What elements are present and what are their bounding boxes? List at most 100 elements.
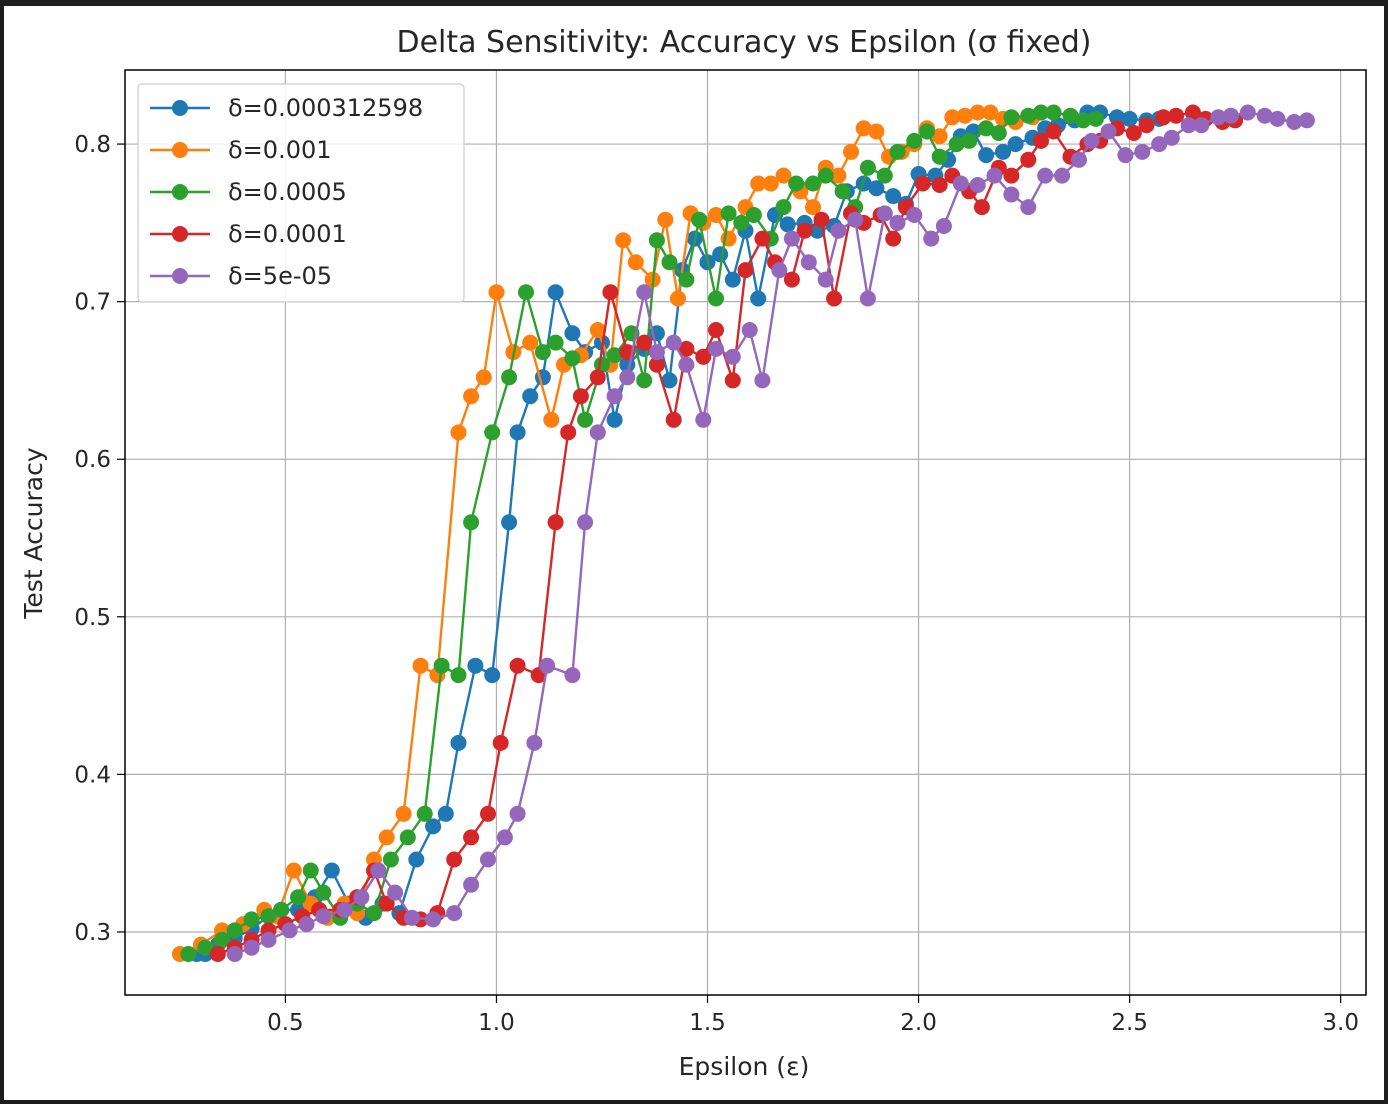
data-point	[986, 167, 1003, 184]
data-point	[969, 177, 986, 193]
y-tick-label: 0.7	[74, 290, 111, 316]
data-point	[1083, 132, 1100, 149]
data-point	[416, 805, 433, 822]
data-point	[463, 388, 480, 405]
data-point	[750, 175, 767, 192]
data-point	[868, 180, 885, 197]
legend-box	[137, 83, 465, 303]
data-point	[1003, 167, 1020, 184]
data-point	[492, 734, 509, 751]
data-point	[484, 424, 501, 441]
y-axis-ticks: 0.3 0.4 0.5 0.6 0.7 0.8	[74, 132, 125, 946]
data-point	[1269, 110, 1286, 127]
data-point	[720, 205, 737, 222]
legend-marker	[172, 268, 188, 284]
data-point	[923, 230, 940, 247]
data-point	[197, 939, 214, 956]
data-point	[914, 175, 931, 192]
data-point	[961, 132, 978, 149]
data-point	[754, 230, 771, 247]
data-point	[627, 254, 644, 271]
data-point	[1134, 143, 1151, 160]
data-point	[695, 348, 712, 365]
plot-area-frame	[124, 69, 1367, 996]
legend: δ=0.000312598 δ=0.001 δ=0.0005 δ=0.0001 δ=5e…	[137, 83, 465, 303]
x-tick-label: 3.0	[1322, 1010, 1359, 1036]
y-axis-label: Test Accuracy	[19, 447, 48, 620]
data-point	[733, 214, 750, 231]
data-point	[1003, 109, 1020, 126]
data-point	[708, 340, 724, 357]
legend-label: δ=0.000312598	[228, 94, 423, 122]
data-point	[450, 424, 467, 441]
data-point	[509, 657, 526, 674]
y-tick-label: 0.6	[74, 447, 111, 473]
data-point	[243, 939, 260, 956]
legend-item: δ=0.0005	[150, 178, 347, 206]
data-point	[408, 851, 425, 868]
data-point	[226, 922, 243, 939]
data-point	[1020, 107, 1037, 124]
data-point	[754, 372, 771, 389]
data-point	[648, 356, 665, 373]
data-point	[577, 411, 594, 428]
legend-marker	[172, 226, 188, 242]
data-point	[944, 109, 961, 126]
data-point	[214, 931, 231, 948]
data-point	[404, 909, 420, 926]
data-point	[969, 104, 986, 121]
data-point	[463, 876, 480, 893]
data-point	[1138, 117, 1155, 134]
data-point	[323, 862, 340, 879]
data-point	[382, 851, 399, 868]
legend-item: δ=0.000312598	[150, 94, 423, 122]
data-point	[395, 805, 412, 822]
legend-item: δ=0.0001	[150, 220, 347, 248]
data-point	[1125, 125, 1142, 141]
legend-label: δ=0.0005	[228, 178, 347, 206]
data-point	[370, 862, 387, 879]
data-point	[931, 177, 948, 193]
data-point	[779, 216, 796, 233]
data-point	[446, 905, 463, 922]
data-point	[906, 132, 923, 149]
data-point	[771, 262, 788, 279]
data-point	[948, 136, 965, 153]
data-point	[475, 369, 492, 386]
data-point	[353, 889, 370, 906]
legend-marker	[172, 142, 188, 158]
data-point	[834, 183, 851, 200]
data-point	[539, 657, 556, 674]
data-point	[619, 369, 636, 386]
data-point	[180, 946, 197, 962]
data-point	[387, 884, 404, 901]
data-point	[226, 946, 243, 962]
data-point	[606, 411, 623, 428]
data-point	[526, 734, 543, 751]
data-point	[665, 334, 682, 351]
legend-label: δ=0.001	[228, 136, 332, 164]
data-point	[1045, 104, 1062, 121]
data-point	[480, 851, 496, 868]
data-point	[1020, 199, 1037, 216]
data-point	[446, 851, 463, 868]
data-point	[762, 175, 779, 192]
data-point	[724, 372, 741, 389]
data-point	[1286, 114, 1303, 130]
data-point	[273, 901, 290, 918]
data-point	[1033, 104, 1049, 121]
data-point	[636, 372, 653, 389]
data-point	[589, 369, 606, 386]
data-point	[547, 284, 564, 301]
data-point	[463, 514, 480, 531]
data-point	[1193, 117, 1210, 134]
x-axis-ticks: 0.5 1.0 1.5 2.0 2.5 3.0	[267, 995, 1359, 1036]
data-point	[1298, 112, 1315, 129]
data-point	[775, 167, 792, 184]
data-point	[847, 211, 864, 228]
data-point	[1256, 107, 1273, 124]
data-point	[678, 356, 695, 373]
data-point	[783, 230, 800, 247]
data-point	[830, 167, 847, 184]
